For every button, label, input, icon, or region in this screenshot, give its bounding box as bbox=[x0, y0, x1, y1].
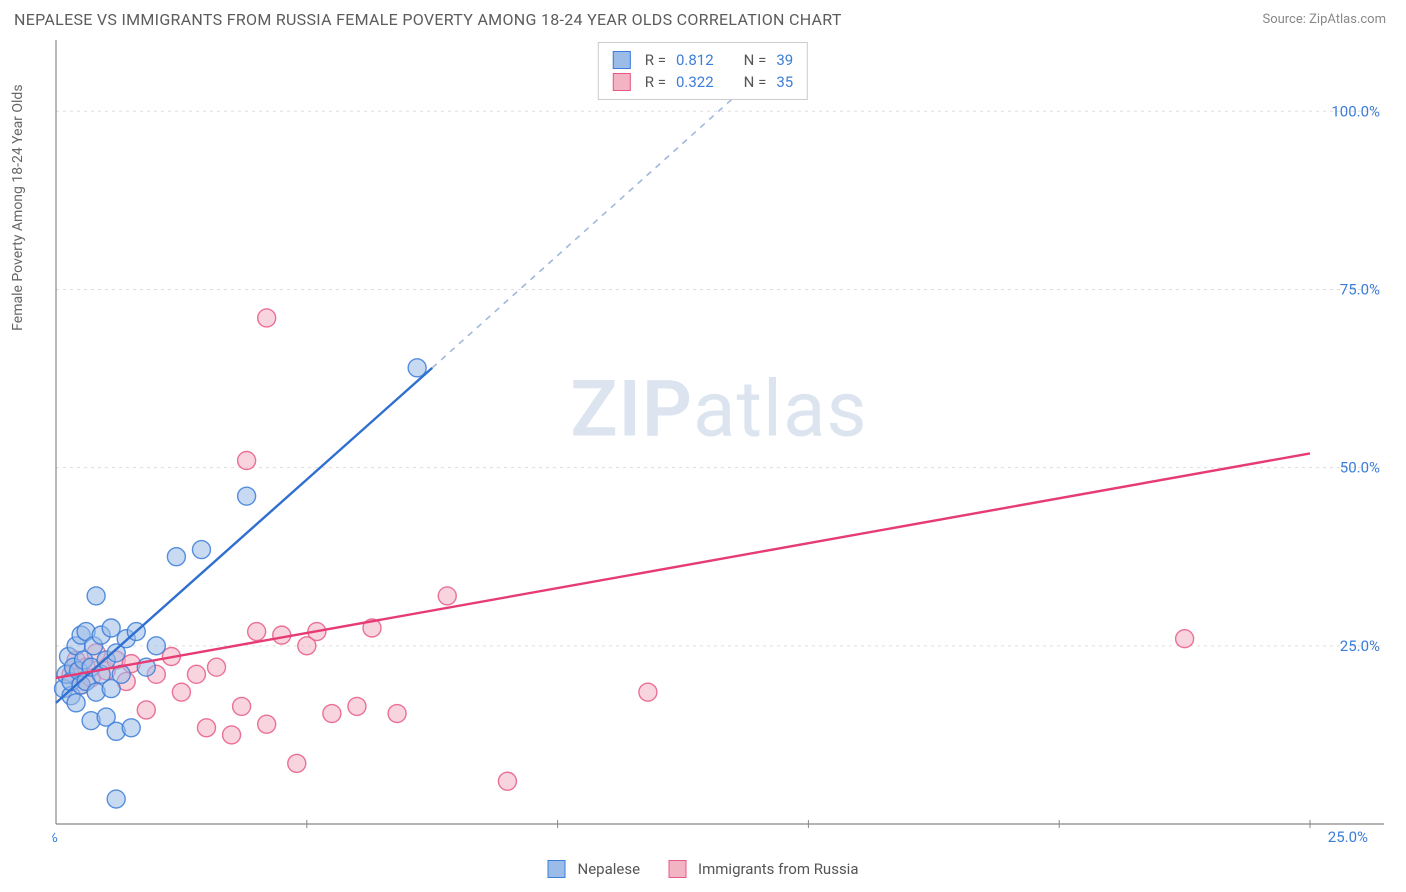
swatch-nepalese bbox=[613, 51, 631, 69]
y-axis-label: Female Poverty Among 18-24 Year Olds bbox=[10, 84, 26, 330]
legend-label-a: Nepalese bbox=[578, 860, 641, 878]
scatter-svg: 25.0% 50.0% 75.0% 100.0% 0.0% 25.0% bbox=[52, 40, 1386, 844]
svg-text:25.0%: 25.0% bbox=[1328, 828, 1368, 844]
legend-label-b: Immigrants from Russia bbox=[698, 860, 858, 878]
r-label-a: R = bbox=[645, 51, 666, 69]
r-label-b: R = bbox=[645, 73, 666, 91]
swatch-russia bbox=[613, 73, 631, 91]
source-attribution: Source: ZipAtlas.com bbox=[1262, 12, 1386, 27]
legend-item-a: Nepalese bbox=[548, 860, 641, 878]
n-label-a: N = bbox=[744, 51, 767, 69]
stats-row-a: R = 0.812 N = 39 bbox=[613, 49, 793, 71]
bottom-legend: Nepalese Immigrants from Russia bbox=[548, 860, 859, 878]
svg-text:25.0%: 25.0% bbox=[1340, 637, 1380, 655]
swatch-icon-russia bbox=[668, 860, 686, 878]
stats-row-b: R = 0.322 N = 35 bbox=[613, 71, 793, 93]
chart-plot-area: ZIPatlas 25.0%50.0%75.0%100.0%0.0%25.0% bbox=[52, 40, 1386, 844]
swatch-icon-nepalese bbox=[548, 860, 566, 878]
n-value-a: 39 bbox=[776, 51, 793, 69]
r-value-b: 0.322 bbox=[676, 73, 714, 91]
svg-text:100.0%: 100.0% bbox=[1331, 102, 1380, 120]
svg-text:75.0%: 75.0% bbox=[1340, 280, 1380, 298]
stats-legend-box: R = 0.812 N = 39 R = 0.322 N = 35 bbox=[598, 42, 808, 100]
legend-item-b: Immigrants from Russia bbox=[668, 860, 858, 878]
n-label-b: N = bbox=[744, 73, 767, 91]
r-value-a: 0.812 bbox=[676, 51, 714, 69]
svg-text:0.0%: 0.0% bbox=[52, 828, 58, 844]
chart-title: NEPALESE VS IMMIGRANTS FROM RUSSIA FEMAL… bbox=[14, 10, 842, 29]
svg-text:50.0%: 50.0% bbox=[1340, 459, 1380, 477]
n-value-b: 35 bbox=[776, 73, 793, 91]
